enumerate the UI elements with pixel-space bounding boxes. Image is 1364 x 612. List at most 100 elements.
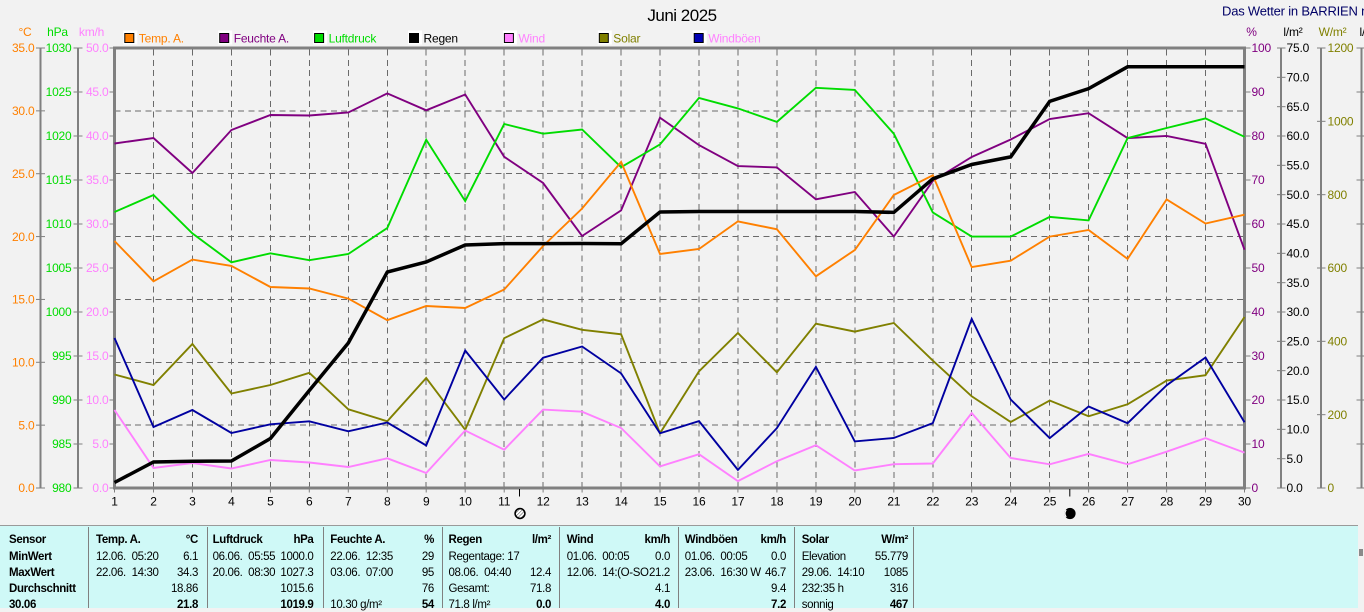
svg-text:10.0: 10.0 [86,393,109,407]
svg-text:Regen: Regen [424,32,458,46]
svg-text:l/m²: l/m² [1283,25,1302,39]
svg-text:0: 0 [1328,481,1335,495]
svg-text:100: 100 [1252,41,1272,55]
svg-text:30: 30 [1252,349,1265,363]
svg-text:980: 980 [52,481,72,495]
svg-text:Solar: Solar [613,32,640,46]
svg-text:1015: 1015 [46,173,72,187]
svg-text:35.0: 35.0 [12,41,35,55]
svg-text:5.0: 5.0 [18,418,35,432]
svg-text:27: 27 [1121,495,1134,509]
svg-text:22: 22 [926,495,939,509]
svg-text:2: 2 [150,495,157,509]
svg-text:18: 18 [770,495,783,509]
svg-text:30: 30 [1238,495,1251,509]
svg-text:hPa: hPa [47,25,68,39]
svg-text:10.0: 10.0 [12,356,35,370]
svg-text:20.0: 20.0 [12,230,35,244]
svg-text:1: 1 [111,495,118,509]
svg-text:50: 50 [1252,261,1265,275]
svg-text:10: 10 [459,495,472,509]
svg-text:26: 26 [1082,495,1095,509]
svg-text:12: 12 [537,495,550,509]
svg-text:45.0: 45.0 [1287,217,1310,231]
svg-text:25.0: 25.0 [86,261,109,275]
svg-text:60: 60 [1252,217,1265,231]
svg-text:30.0: 30.0 [1287,305,1310,319]
svg-text:75.0: 75.0 [1287,41,1310,55]
svg-text:200: 200 [1328,408,1348,422]
svg-text:l/m²: l/m² [1360,25,1364,39]
svg-text:50.0: 50.0 [1287,188,1310,202]
svg-text:15.0: 15.0 [12,293,35,307]
svg-text:35.0: 35.0 [1287,276,1310,290]
svg-text:5.0: 5.0 [1287,452,1304,466]
svg-text:W/m²: W/m² [1319,25,1347,39]
svg-text:0: 0 [1252,481,1259,495]
svg-text:990: 990 [52,393,72,407]
svg-text:15.0: 15.0 [86,349,109,363]
svg-text:40.0: 40.0 [86,129,109,143]
svg-text:%: % [1246,25,1257,39]
svg-text:7: 7 [345,495,352,509]
svg-text:23: 23 [965,495,978,509]
svg-text:40.0: 40.0 [1287,247,1310,261]
svg-text:1200: 1200 [1328,41,1354,55]
svg-text:20.0: 20.0 [1287,364,1310,378]
svg-text:9: 9 [423,495,430,509]
svg-text:Temp. A.: Temp. A. [139,32,184,46]
svg-text:1005: 1005 [46,261,72,275]
svg-text:15.0: 15.0 [1287,393,1310,407]
svg-text:1030: 1030 [46,41,72,55]
svg-text:30.0: 30.0 [86,217,109,231]
svg-text:4: 4 [228,495,235,509]
svg-text:28: 28 [1160,495,1173,509]
svg-text:20: 20 [1252,393,1265,407]
svg-text:1020: 1020 [46,129,72,143]
svg-text:24: 24 [1004,495,1017,509]
svg-text:995: 995 [52,349,72,363]
svg-text:1000: 1000 [1328,115,1354,129]
svg-text:55.0: 55.0 [1287,159,1310,173]
svg-text:Das Wetter in BARRIEN m: Das Wetter in BARRIEN m [1222,4,1364,19]
svg-text:20: 20 [848,495,861,509]
svg-text:25.0: 25.0 [1287,335,1310,349]
svg-text:40: 40 [1252,305,1265,319]
svg-text:25.0: 25.0 [12,167,35,181]
svg-text:13: 13 [576,495,589,509]
svg-text:80: 80 [1252,129,1265,143]
svg-text:14: 14 [615,495,628,509]
svg-text:Luftdruck: Luftdruck [329,32,378,46]
svg-text:16: 16 [693,495,706,509]
svg-text:1010: 1010 [46,217,72,231]
svg-text:19: 19 [809,495,822,509]
svg-text:29: 29 [1199,495,1212,509]
svg-text:30.0: 30.0 [12,104,35,118]
svg-text:0.0: 0.0 [1287,481,1304,495]
svg-text:600: 600 [1328,261,1348,275]
svg-text:15: 15 [654,495,667,509]
svg-text:8: 8 [384,495,391,509]
svg-text:Windböen: Windböen [708,32,760,46]
svg-text:5: 5 [267,495,274,509]
svg-text:1000: 1000 [46,305,72,319]
svg-text:11: 11 [498,495,511,509]
svg-text:35.0: 35.0 [86,173,109,187]
svg-text:21: 21 [887,495,900,509]
svg-text:60.0: 60.0 [1287,129,1310,143]
svg-text:65.0: 65.0 [1287,100,1310,114]
svg-text:Wind: Wind [518,32,545,46]
svg-text:985: 985 [52,437,72,451]
svg-text:70.0: 70.0 [1287,71,1310,85]
svg-text:50.0: 50.0 [86,41,109,55]
svg-text:10: 10 [1252,437,1265,451]
svg-text:1025: 1025 [46,85,72,99]
svg-text:400: 400 [1328,335,1348,349]
svg-text:°C: °C [18,25,32,39]
svg-text:90: 90 [1252,85,1265,99]
svg-text:3: 3 [189,495,196,509]
svg-text:6: 6 [306,495,313,509]
svg-text:10.0: 10.0 [1287,423,1310,437]
svg-text:25: 25 [1043,495,1056,509]
svg-text:17: 17 [731,495,744,509]
